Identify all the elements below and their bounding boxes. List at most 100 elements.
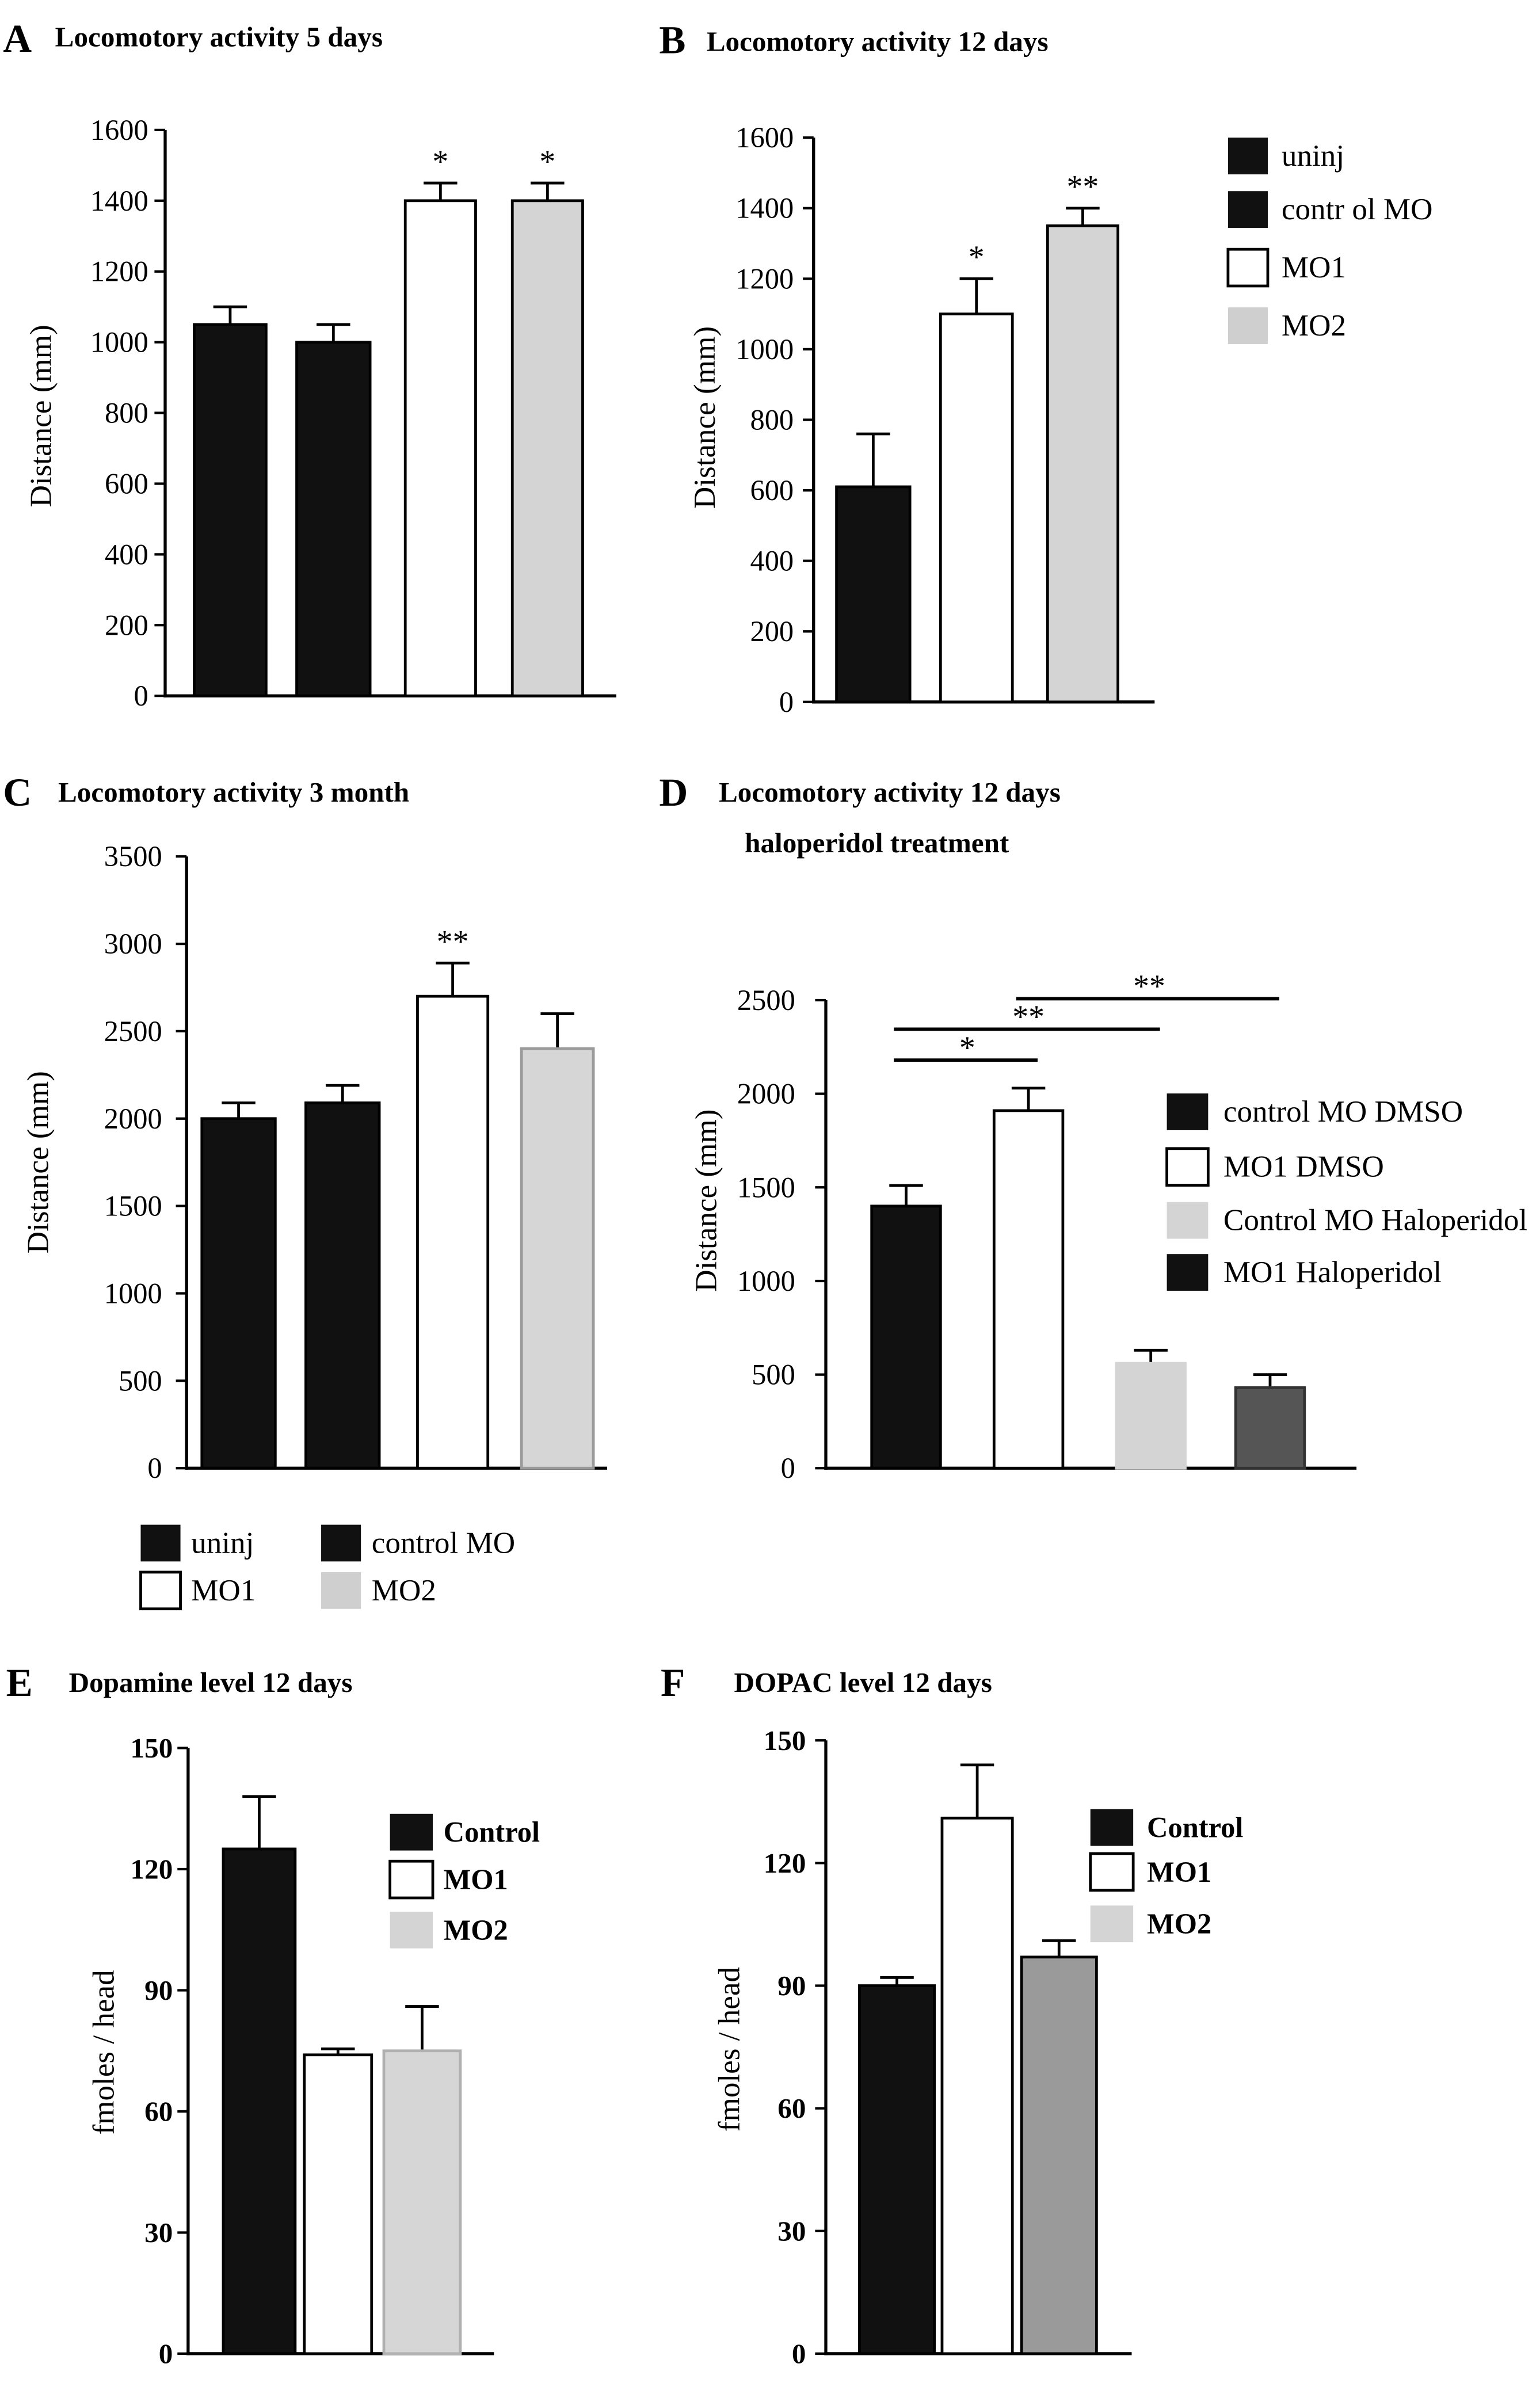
y-tick-label: 0	[792, 2338, 806, 2369]
y-tick-label: 0	[159, 2338, 173, 2369]
legend-label-mo1: MO1	[191, 1574, 256, 1607]
panel-e: E Dopamine level 12 days 0 30 60 90 120 150 fmol…	[6, 1660, 540, 2370]
bar-2	[295, 341, 372, 697]
y-tick-label: 2500	[104, 1015, 162, 1047]
y-tick-label: 0	[147, 1452, 162, 1484]
legend: uninj contr ol MO MO1 MO2	[1226, 138, 1433, 344]
panel-letter: A	[3, 16, 32, 60]
significance-label: **	[1067, 169, 1099, 205]
bar-mo1	[416, 994, 490, 1470]
legend: Control MO1 MO2	[1089, 1809, 1243, 1943]
y-tick-label: 90	[777, 1970, 806, 2001]
comparison-label: *	[959, 1030, 975, 1066]
y-tick-label: 120	[764, 1847, 806, 1879]
y-tick-label: 0	[779, 686, 794, 718]
legend-label-mo1-dmso: MO1 DMSO	[1223, 1150, 1384, 1184]
y-tick-label: 150	[764, 1725, 806, 1756]
y-tick-label: 1600	[90, 114, 148, 146]
y-axis-label: fmoles / head	[713, 1967, 746, 2132]
comparison-label: **	[1133, 969, 1165, 1004]
legend-swatch-mo1	[1089, 1852, 1135, 1892]
y-tick-label: 200	[105, 609, 148, 641]
legend-label-mo2: MO2	[1147, 1908, 1211, 1940]
legend-label-control-mo-haloperidol: Control MO Haloperidol	[1223, 1204, 1527, 1237]
y-axis-label: Distance (mm)	[21, 1071, 55, 1253]
y-tick-label: 1000	[104, 1278, 162, 1310]
legend-swatch-control-mo-haloperidol	[1167, 1202, 1209, 1239]
y-tick-label: 400	[105, 538, 148, 570]
bar-mo1-dmso	[992, 1109, 1065, 1470]
legend-label-mo2: MO2	[1282, 309, 1346, 342]
legend-swatch-uninj	[140, 1524, 181, 1562]
bar-mo1	[940, 1816, 1014, 2355]
bar-control-mo-haloperidol	[1115, 1362, 1187, 1470]
y-tick-label: 1200	[90, 256, 148, 288]
chart-title: DOPAC level 12 days	[734, 1667, 992, 1698]
chart-title: Dopamine level 12 days	[69, 1667, 353, 1698]
y-tick-label: 0	[134, 680, 148, 712]
comparison-label: **	[1012, 999, 1045, 1035]
bar-uninj	[200, 1117, 277, 1470]
legend: Control MO1 MO2	[388, 1813, 540, 1949]
y-tick-label: 90	[144, 1974, 173, 2006]
legend-label-mo1: MO1	[1282, 251, 1346, 284]
legend-label-mo1-haloperidol: MO1 Haloperidol	[1223, 1256, 1442, 1289]
y-tick-label: 2500	[737, 984, 795, 1016]
y-tick-label: 800	[105, 397, 148, 429]
chart-title: Locomotory activity 12 days	[707, 25, 1049, 57]
y-tick-label: 600	[750, 474, 794, 506]
legend-label-mo2: MO2	[444, 1914, 508, 1946]
legend-swatch-uninj	[1228, 138, 1268, 174]
bar-mo2	[382, 2049, 462, 2355]
legend: control MO DMSO MO1 DMSO Control MO Halope…	[1165, 1093, 1527, 1291]
panel-f: F DOPAC level 12 days 0 30 60 90 120 150 fmoles …	[661, 1660, 1243, 2370]
y-tick-label: 30	[777, 2215, 806, 2247]
significance-label: *	[969, 239, 985, 275]
legend-label-mo1: MO1	[444, 1863, 508, 1896]
legend-swatch-mo2	[321, 1572, 361, 1609]
panel-letter: D	[659, 770, 688, 814]
bar-control	[222, 1847, 297, 2355]
legend-swatch-mo1-dmso	[1165, 1147, 1210, 1187]
y-tick-label: 1500	[104, 1190, 162, 1222]
bar-control	[858, 1984, 936, 2355]
y-tick-label: 1000	[735, 333, 794, 365]
bar-mo2	[520, 1047, 595, 1470]
legend: uninj control MO MO1 MO2	[139, 1524, 515, 1611]
panel-d: D Locomotory activity 12 days haloperidol …	[659, 770, 1527, 1484]
y-tick-label: 60	[144, 2095, 173, 2127]
legend-swatch-control-mo-dmso	[1167, 1093, 1209, 1130]
bar-control-mo	[304, 1101, 381, 1470]
y-tick-label: 1400	[90, 185, 148, 217]
panel-letter: B	[659, 18, 685, 62]
legend-label-contr-ol-mo: contr ol MO	[1282, 193, 1433, 226]
legend-label-control: Control	[1147, 1812, 1243, 1844]
legend-swatch-mo2	[390, 1911, 433, 1949]
panel-c: C Locomotory activity 3 month 0 500 1000 1500…	[3, 770, 607, 1611]
y-tick-label: 150	[131, 1732, 173, 1764]
y-axis-label: Distance (mm)	[25, 325, 58, 507]
legend-label-control: Control	[444, 1816, 540, 1848]
bar-mo1	[303, 2053, 373, 2355]
y-tick-label: 3000	[104, 928, 162, 960]
bar-3	[403, 199, 477, 697]
bar-1	[193, 323, 268, 697]
legend-swatch-mo1	[388, 1859, 434, 1900]
chart-title: Locomotory activity 3 month	[58, 776, 409, 808]
panel-letter: C	[3, 770, 32, 814]
legend-label-control-mo-dmso: control MO DMSO	[1223, 1095, 1463, 1129]
significance-label: **	[437, 924, 469, 959]
y-tick-label: 60	[777, 2092, 806, 2124]
y-tick-label: 1000	[90, 326, 148, 359]
y-axis-label: fmoles / head	[87, 1970, 121, 2134]
legend-label-mo1: MO1	[1147, 1856, 1211, 1888]
y-tick-label: 800	[750, 403, 794, 436]
y-tick-label: 1500	[737, 1171, 795, 1203]
panel-b: B Locomotory activity 12 days 0 200 400 600 80…	[659, 18, 1432, 718]
y-tick-label: 1000	[737, 1265, 795, 1297]
bar-3	[1046, 224, 1119, 704]
y-tick-label: 1400	[735, 192, 794, 224]
y-tick-label: 500	[752, 1359, 795, 1391]
panel-a: A Locomotory activity 5 days 0 200 400 600 800…	[3, 16, 616, 712]
